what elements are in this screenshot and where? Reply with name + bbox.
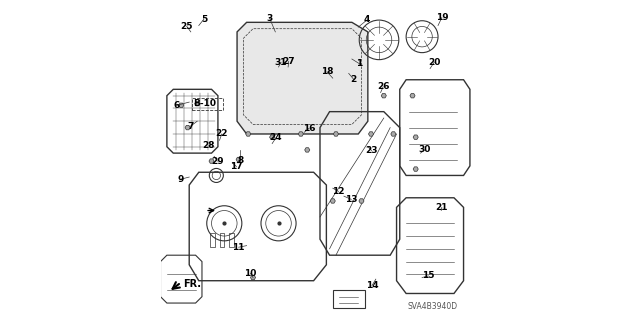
Polygon shape: [413, 135, 419, 139]
Text: 18: 18: [321, 67, 333, 76]
Polygon shape: [369, 132, 374, 136]
Polygon shape: [330, 199, 335, 203]
Text: 15: 15: [422, 271, 435, 280]
Text: SVA4B3940D: SVA4B3940D: [407, 302, 457, 311]
Polygon shape: [413, 167, 419, 171]
Text: 23: 23: [365, 146, 378, 155]
Text: 19: 19: [436, 13, 448, 22]
Text: 8: 8: [237, 156, 243, 165]
Polygon shape: [246, 132, 251, 136]
Polygon shape: [381, 93, 387, 98]
Text: 27: 27: [282, 57, 295, 66]
Text: 9: 9: [177, 175, 184, 184]
Text: 14: 14: [365, 281, 378, 290]
Text: 28: 28: [203, 141, 215, 150]
Polygon shape: [333, 132, 339, 136]
Polygon shape: [391, 132, 396, 136]
Text: 4: 4: [364, 15, 371, 24]
Text: 26: 26: [377, 82, 389, 91]
Bar: [210, 233, 215, 247]
Polygon shape: [237, 22, 368, 134]
Text: 7: 7: [188, 122, 194, 130]
Polygon shape: [359, 199, 364, 203]
Bar: [220, 233, 224, 247]
Text: FR.: FR.: [184, 279, 202, 289]
Polygon shape: [185, 125, 190, 130]
Text: 22: 22: [216, 130, 228, 138]
Polygon shape: [410, 93, 415, 98]
Text: 31: 31: [275, 58, 287, 67]
Text: 12: 12: [332, 187, 345, 196]
Bar: [229, 233, 234, 247]
Text: 6: 6: [174, 101, 180, 110]
Polygon shape: [209, 159, 214, 163]
Text: 20: 20: [428, 58, 440, 67]
Text: 5: 5: [201, 15, 207, 24]
Text: 25: 25: [180, 22, 193, 31]
Text: 3: 3: [266, 14, 273, 23]
Text: 16: 16: [303, 124, 316, 133]
Polygon shape: [298, 132, 303, 136]
Text: 29: 29: [211, 157, 223, 166]
Text: 1: 1: [356, 59, 363, 68]
Polygon shape: [269, 135, 275, 139]
Polygon shape: [179, 103, 184, 108]
Polygon shape: [305, 148, 310, 152]
Text: 30: 30: [419, 145, 431, 154]
Text: 21: 21: [436, 203, 448, 212]
Polygon shape: [250, 275, 255, 280]
Text: 17: 17: [230, 162, 243, 171]
Polygon shape: [195, 101, 200, 106]
Text: 2: 2: [350, 75, 356, 84]
Polygon shape: [236, 157, 241, 162]
Text: B-10: B-10: [193, 99, 216, 108]
Bar: [193, 98, 223, 110]
Text: 13: 13: [345, 195, 358, 204]
Text: 24: 24: [269, 133, 282, 142]
Text: 11: 11: [232, 243, 245, 252]
Text: 10: 10: [244, 269, 257, 278]
